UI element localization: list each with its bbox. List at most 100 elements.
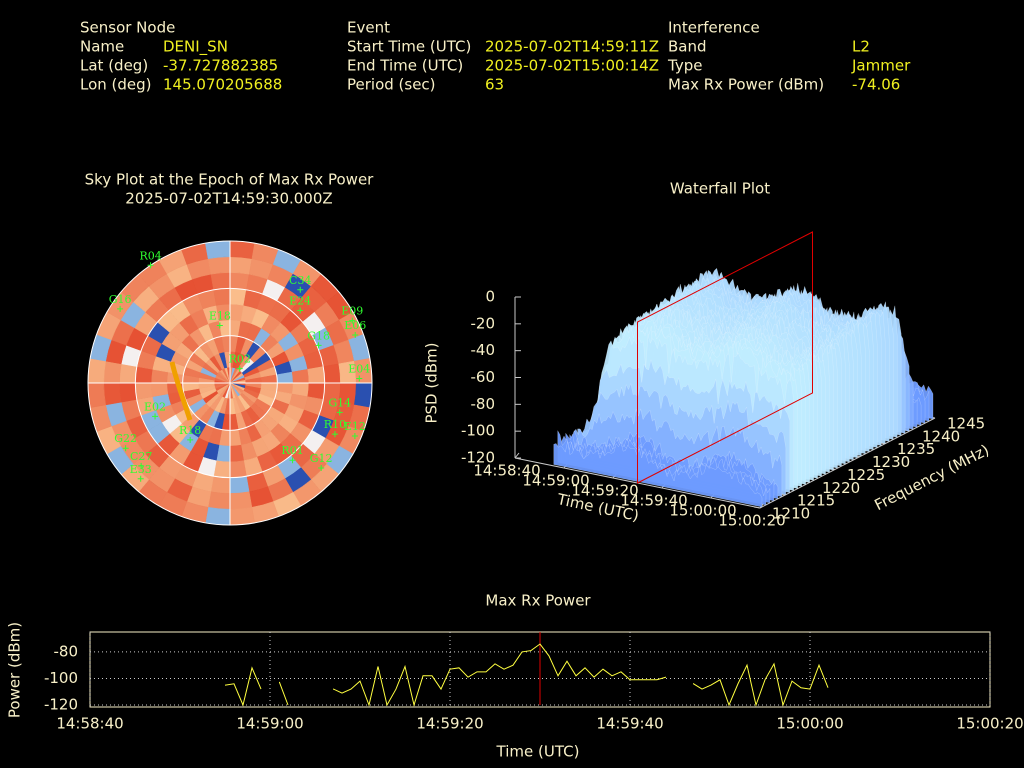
satellite-label: R01 — [281, 444, 303, 457]
sky-cell — [229, 475, 250, 494]
power-title: Max Rx Power — [485, 592, 591, 610]
section-heading: Event — [347, 19, 390, 37]
z-tick-label: -20 — [471, 314, 496, 332]
field-value: 2025-07-02T14:59:11Z — [485, 38, 659, 56]
z-tick-label: -80 — [471, 395, 496, 413]
field-label: Lat (deg) — [80, 57, 148, 75]
sky-cell — [119, 363, 138, 384]
satellite-label: G18 — [307, 329, 330, 342]
y-tick-label: -120 — [44, 696, 78, 714]
satellite-marker — [356, 375, 363, 382]
sky-cell — [322, 363, 341, 384]
satellite-label: E04 — [348, 362, 370, 375]
field-value: 2025-07-02T15:00:14Z — [485, 57, 659, 75]
satellite-label: E02 — [144, 400, 166, 413]
x-axis-title: Time (UTC) — [496, 743, 580, 761]
x-tick-label: 14:58:40 — [473, 462, 540, 480]
satellite-marker — [236, 365, 243, 372]
sky-cell — [207, 491, 231, 510]
satellite-marker — [315, 342, 322, 349]
sky-cell — [229, 507, 255, 525]
satellite-marker — [289, 457, 296, 464]
satellite-marker — [349, 317, 356, 324]
satellite-label: R02 — [229, 353, 251, 366]
y-tick-label: 1215 — [797, 492, 835, 510]
y-tick-label: 1225 — [847, 466, 885, 484]
y-tick — [753, 506, 761, 509]
field-value: Jammer — [851, 57, 911, 75]
sky-title: Sky Plot at the Epoch of Max Rx Power — [85, 171, 375, 189]
field-value: 145.070205688 — [163, 76, 282, 94]
y-tick-label: -100 — [44, 669, 78, 687]
satellite-label: R04 — [139, 249, 161, 262]
field-label: Type — [667, 57, 702, 75]
satellite-marker — [152, 413, 159, 420]
z-tick-label: -120 — [461, 449, 495, 467]
field-value: 63 — [485, 76, 504, 94]
x-tick-label: 15:00:00 — [776, 715, 843, 733]
satellite-marker — [122, 445, 129, 452]
x-tick-label: 14:59:20 — [416, 715, 483, 733]
y-tick-label: 1235 — [897, 440, 935, 458]
satellite-marker — [137, 475, 144, 482]
sky-cell — [229, 444, 244, 463]
satellite-marker — [147, 262, 154, 269]
sky-cell — [229, 460, 247, 478]
x-tick-label: 15:00:00 — [669, 502, 736, 520]
x-tick-label: 15:00:20 — [718, 512, 785, 530]
field-label: Start Time (UTC) — [347, 38, 471, 56]
field-label: Period (sec) — [347, 76, 436, 94]
sky-track — [169, 361, 193, 421]
y-axis — [759, 417, 936, 509]
sky-cell — [88, 382, 106, 408]
z-tick-label: -60 — [471, 368, 496, 386]
x-tick-label: 14:59:00 — [522, 472, 589, 490]
y-tick-label: 1230 — [872, 453, 910, 471]
z-tick-label: -40 — [471, 341, 496, 359]
satellite-marker — [138, 462, 145, 469]
satellite-label: E18 — [209, 310, 231, 323]
field-label: Lon (deg) — [80, 76, 152, 94]
y-tick-label: 1245 — [947, 415, 985, 433]
satellite-label: G12 — [310, 452, 333, 465]
field-label: Name — [80, 38, 124, 56]
satellite-label: E33 — [130, 463, 152, 476]
satellite-label: E06 — [344, 319, 366, 332]
y-tick-label: 1210 — [772, 505, 810, 523]
satellite-marker — [318, 465, 325, 472]
satellite-marker — [216, 322, 223, 329]
x-tick-label: 14:59:40 — [596, 715, 663, 733]
satellite-label: E24 — [289, 294, 311, 307]
satellite-label: G14 — [328, 396, 351, 409]
waterfall-plot: 0-20-40-60-80-100-12014:58:4014:59:0014:… — [423, 231, 992, 530]
sky-cell — [229, 272, 250, 291]
y-tick-label: 1240 — [922, 427, 960, 445]
z-tick-label: -100 — [461, 422, 495, 440]
sky-cell — [150, 382, 169, 397]
satellite-marker — [351, 433, 358, 440]
section-heading: Sensor Node — [80, 19, 175, 37]
sky-cell — [307, 366, 325, 384]
satellite-label: G16 — [109, 293, 132, 306]
y-tick-label: 1220 — [822, 479, 860, 497]
field-value: L2 — [852, 38, 870, 56]
satellite-marker — [187, 436, 194, 443]
sky-cell — [229, 491, 253, 510]
sky-cell — [213, 288, 231, 306]
field-value: -37.727882385 — [163, 57, 278, 75]
power-line — [225, 643, 829, 707]
surface-slice — [553, 441, 763, 508]
z-tick-label: 0 — [485, 288, 495, 306]
sky-cell — [135, 382, 153, 400]
sky-cell — [210, 272, 231, 291]
z-axis-title: PSD (dBm) — [423, 342, 441, 423]
sky-cell — [205, 241, 231, 259]
waterfall-title: Waterfall Plot — [670, 180, 770, 198]
section-heading: Interference — [668, 19, 760, 37]
sky-cell — [229, 256, 253, 275]
sky-cell — [88, 358, 106, 384]
